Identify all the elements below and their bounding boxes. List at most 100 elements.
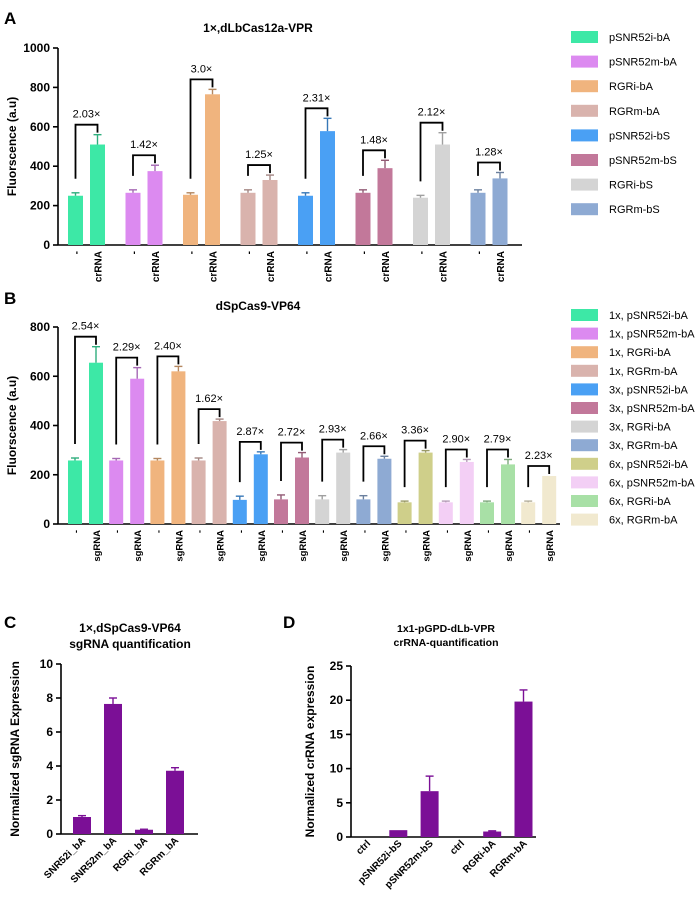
panel-a-legend-swatch [571,154,598,166]
panel-b-legend-swatch [571,327,598,340]
panel-b-x-tick-label: - [318,530,329,533]
panel-b-legend-label: 6x, RGRi-bA [609,496,671,508]
panel-b-fold-bracket [486,448,509,488]
panel-d-y-tick-label: 5 [336,796,343,810]
panel-b-fold-bracket [238,440,262,483]
panel-a-legend-swatch [571,55,598,68]
panel-c-y-axis-label: Normalized sgRNA Expression [8,661,22,837]
panel-a-legend-label: RGRi-bA [609,81,654,93]
panel-a-fold-label: 1.48× [360,134,388,146]
panel-a-x-tick-label: - [302,251,313,254]
panel-b-bar [521,502,536,524]
panel-b-bar [171,371,186,524]
panel-a-fold-bracket [189,78,214,179]
panel-b-legend-label: 3x, RGRi-bA [609,422,671,434]
panel-b-y-tick-label: 200 [30,468,50,482]
panel-a-bar [320,131,335,245]
panel-b-fold-bracket [74,335,97,445]
panel-a-bar [68,195,83,245]
panel-b-x-tick-label: sgRNA [133,530,144,562]
panel-b-fold-label: 2.23× [525,450,553,462]
panel-c: C 1×,dSpCas9-VP64 sgRNA quantification 0… [4,613,198,886]
panel-b-bar [315,499,330,524]
panel-c-bar [135,829,153,834]
panel-b-x-tick-label: sgRNA [504,530,515,562]
panel-a-fold-label: 3.0× [191,63,213,75]
panel-b-x-tick-label: - [195,530,206,533]
panel-a-x-tick-label: crRNA [209,251,220,282]
panel-a: A 1×,dLbCas12a-VPR 0 200 400 600 800 1000 Fluo… [4,9,678,282]
panel-b-x-tick-label: - [359,530,370,533]
panel-a-legend-label: RGRm-bA [609,106,660,118]
panel-a-x-tick-label: crRNA [324,251,335,282]
panel-a-bar [205,94,220,245]
panel-a-bar [240,192,256,245]
panel-b-fold-label: 2.40× [154,340,182,352]
panel-b-bar [68,460,82,524]
panel-d-title-line2: crRNA-quantification [394,637,499,649]
panel-d-bar [420,791,439,837]
panel-b-legend-swatch [571,364,598,377]
panel-b-legend-swatch [571,346,598,359]
panel-d-y-tick-label: 0 [336,830,343,844]
panel-b-bar [109,460,124,524]
panel-b-legend-swatch [571,402,598,414]
panel-a-x-tick-label: - [359,251,370,254]
panel-b-legend-label: 3x, pSNR52i-bA [609,384,689,396]
panel-a-bar [90,144,105,245]
panel-b-x-tick-label: sgRNA [380,530,391,562]
panel-b-fold-bracket [403,439,427,488]
panel-b-legend-swatch [571,309,598,321]
panel-a-fold-label: 1.28× [475,147,503,159]
panel-b-legend-label: 6x, pSNR52m-bA [609,477,695,489]
panel-b-legend-label: 3x, pSNR52m-bA [609,403,695,415]
panel-b-legend-label: 1x, RGRm-bA [609,366,678,378]
panel-b: B dSpCas9-VP64 0 200 400 600 800 Fluorscence … [4,289,695,562]
panel-b-x-tick-label: sgRNA [339,530,350,562]
panel-b-x-tick-label: - [524,530,535,533]
panel-a-fold-label: 1.42× [130,139,158,151]
panel-a-fold-bracket [304,107,329,179]
panel-a-y-tick-label: 200 [30,199,50,213]
panel-b-legend-swatch [571,457,598,470]
panel-b-legend-swatch [571,420,598,433]
panel-b-fold-bracket [362,445,386,482]
panel-b-y-tick-label: 0 [43,517,50,531]
panel-a-y-tick-label: 600 [30,120,50,134]
panel-a-y-tick-label: 800 [30,80,50,94]
panel-b-bar [336,452,351,524]
panel-b-bar [274,499,288,524]
panel-a-fold-bracket [74,123,99,179]
panel-a-bar [262,179,278,245]
panel-b-fold-label: 3.36× [401,425,429,437]
panel-b-legend-swatch [571,495,598,507]
panel-b-x-tick-label: - [401,530,412,533]
panel-d-y-tick-label: 25 [330,659,344,673]
panel-b-bar [130,378,145,524]
panel-d-bar [483,831,502,837]
panel-b-x-tick-label: sgRNA [257,530,268,562]
panel-b-fold-label: 2.72× [278,427,306,439]
panel-a-legend-label: RGRi-bS [609,180,653,192]
panel-a-legend-label: pSNR52i-bA [609,32,671,44]
panel-b-fold-label: 2.90× [442,433,470,445]
panel-a-x-tick-label: - [72,251,83,254]
panel-a-x-tick-label: crRNA [151,251,162,282]
panel-a-bar [413,197,428,245]
panel-a-title: 1×,dLbCas12a-VPR [203,21,313,35]
panel-b-legend-label: 1x, pSNR52i-bA [609,310,689,322]
panel-d-y-axis-label: Normalized crRNA expression [303,666,317,838]
panel-b-x-tick-label: sgRNA [545,530,556,562]
panel-c-y-tick-label: 6 [46,725,53,739]
panel-a-fold-label: 2.31× [303,92,331,104]
panel-d-letter: D [283,613,295,632]
panel-b-bar [150,460,165,524]
panel-b-bar [232,499,247,524]
panel-d: D 1x1-pGPD-dLb-VPR crRNA-quantification … [283,613,536,891]
panel-b-fold-label: 2.54× [72,321,100,333]
panel-b-bar [542,475,557,524]
panel-b-bar [459,461,474,524]
panel-b-legend-label: 1x, pSNR52m-bA [609,329,695,341]
panel-a-bar [125,192,141,245]
